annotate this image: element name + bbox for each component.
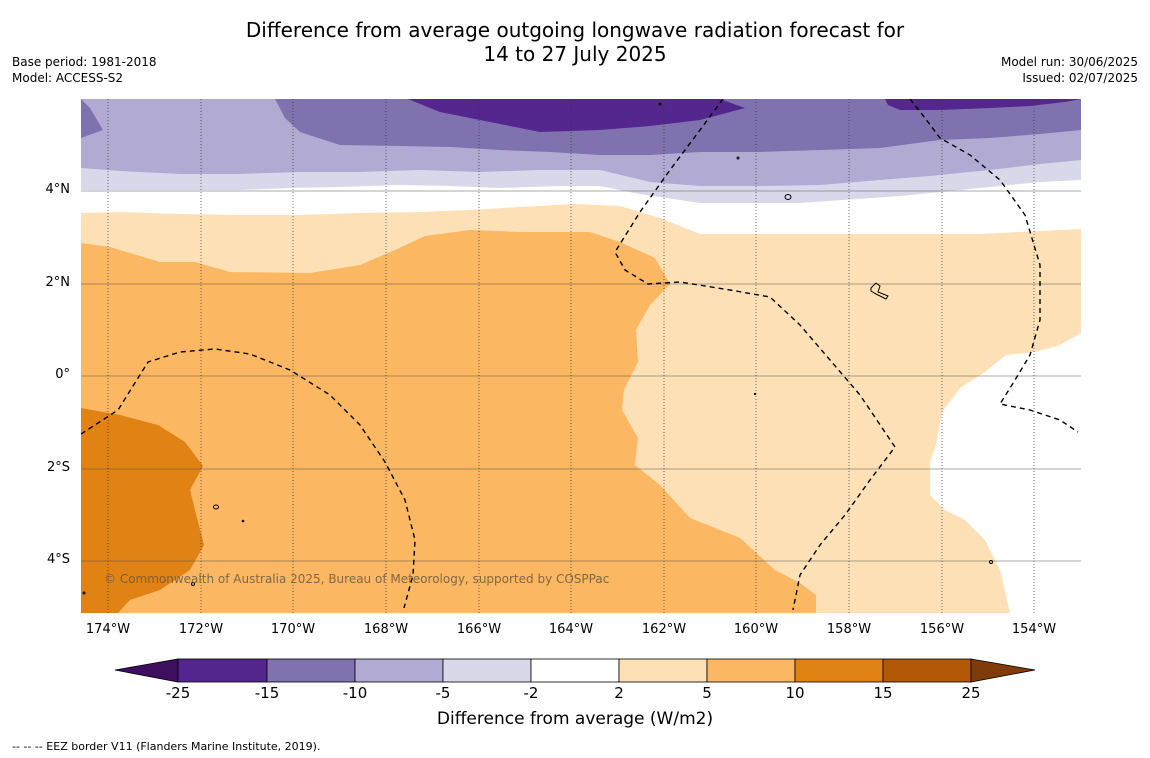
copyright-notice: © Commonwealth of Australia 2025, Bureau… bbox=[104, 572, 610, 586]
issued-date: Issued: 02/07/2025 bbox=[1022, 71, 1138, 85]
lat-label-0: 0° bbox=[55, 367, 70, 382]
map-plot-area bbox=[81, 99, 1081, 613]
model-run: Model run: 30/06/2025 bbox=[1000, 55, 1138, 69]
eez-border-east bbox=[909, 99, 1079, 433]
lon-label-166w: 166°W bbox=[456, 622, 502, 637]
colorbar-seg-3 bbox=[354, 658, 444, 683]
lat-label-2s: 2°S bbox=[46, 460, 70, 475]
base-period: Base period: 1981-2018 bbox=[12, 55, 157, 69]
contour-lt-15 bbox=[408, 99, 745, 132]
model-name: Model: ACCESS-S2 bbox=[12, 71, 124, 85]
colorbar-tick: 2 bbox=[614, 684, 624, 702]
lon-label-156w: 156°W bbox=[919, 622, 965, 637]
colorbar-seg-7 bbox=[706, 658, 796, 683]
map-title-line-2: 14 to 27 July 2025 bbox=[483, 42, 667, 66]
lon-label-154w: 154°W bbox=[1011, 622, 1057, 637]
eez-legend-footer: -- -- -- EEZ border V11 (Flanders Marine… bbox=[12, 740, 321, 753]
colorbar-over-arrow bbox=[970, 658, 1036, 683]
lon-label-158w: 158°W bbox=[826, 622, 872, 637]
contour-neutral-southeast bbox=[930, 333, 1081, 613]
colorbar-tick: -15 bbox=[254, 684, 280, 702]
contour-lt-10-west bbox=[81, 99, 103, 138]
colorbar-seg-2 bbox=[266, 658, 356, 683]
eez-borders bbox=[81, 99, 1079, 611]
colorbar-seg-9 bbox=[882, 658, 972, 683]
map-title: Difference from average outgoing longwav… bbox=[0, 18, 1150, 66]
lon-label-174w: 174°W bbox=[85, 622, 131, 637]
colorbar-seg-1 bbox=[177, 658, 268, 683]
map-title-line-1: Difference from average outgoing longwav… bbox=[245, 18, 905, 42]
colorbar-seg-4 bbox=[442, 658, 532, 683]
colorbar-tick: 25 bbox=[961, 684, 981, 702]
colorbar-tick: -5 bbox=[435, 684, 451, 702]
colorbar-seg-6 bbox=[618, 658, 708, 683]
lon-label-162w: 162°W bbox=[641, 622, 687, 637]
colorbar-seg-8 bbox=[794, 658, 884, 683]
lat-label-4n: 4°N bbox=[45, 182, 71, 197]
colorbar-tick: 5 bbox=[702, 684, 712, 702]
colorbar-tick: 15 bbox=[873, 684, 893, 702]
colorbar-tick: -2 bbox=[523, 684, 539, 702]
graticule bbox=[81, 190, 1081, 562]
meta-left: Base period: 1981-2018 Model: ACCESS-S2 bbox=[12, 54, 157, 86]
colorbar-seg-5 bbox=[530, 658, 620, 683]
islands bbox=[82, 102, 993, 595]
eez-border-west bbox=[81, 348, 416, 609]
lon-label-160w: 160°W bbox=[733, 622, 779, 637]
colorbar bbox=[114, 658, 1036, 683]
colorbar-tick: -10 bbox=[342, 684, 368, 702]
lon-label-172w: 172°W bbox=[178, 622, 224, 637]
contour-gt5 bbox=[81, 230, 816, 613]
lon-label-170w: 170°W bbox=[270, 622, 316, 637]
colorbar-under-arrow bbox=[114, 658, 179, 683]
lat-label-4s: 4°S bbox=[46, 552, 70, 567]
meta-right: Model run: 30/06/2025 Issued: 02/07/2025 bbox=[1001, 54, 1138, 86]
lon-label-164w: 164°W bbox=[548, 622, 594, 637]
colorbar-title: Difference from average (W/m2) bbox=[436, 709, 714, 729]
lat-label-2n: 2°N bbox=[45, 275, 71, 290]
colorbar-tick: 10 bbox=[785, 684, 805, 702]
colorbar-tick: -25 bbox=[165, 684, 191, 702]
contour-lt-15-east bbox=[885, 99, 1081, 110]
contour-gt10 bbox=[81, 408, 204, 613]
lon-label-168w: 168°W bbox=[363, 622, 409, 637]
